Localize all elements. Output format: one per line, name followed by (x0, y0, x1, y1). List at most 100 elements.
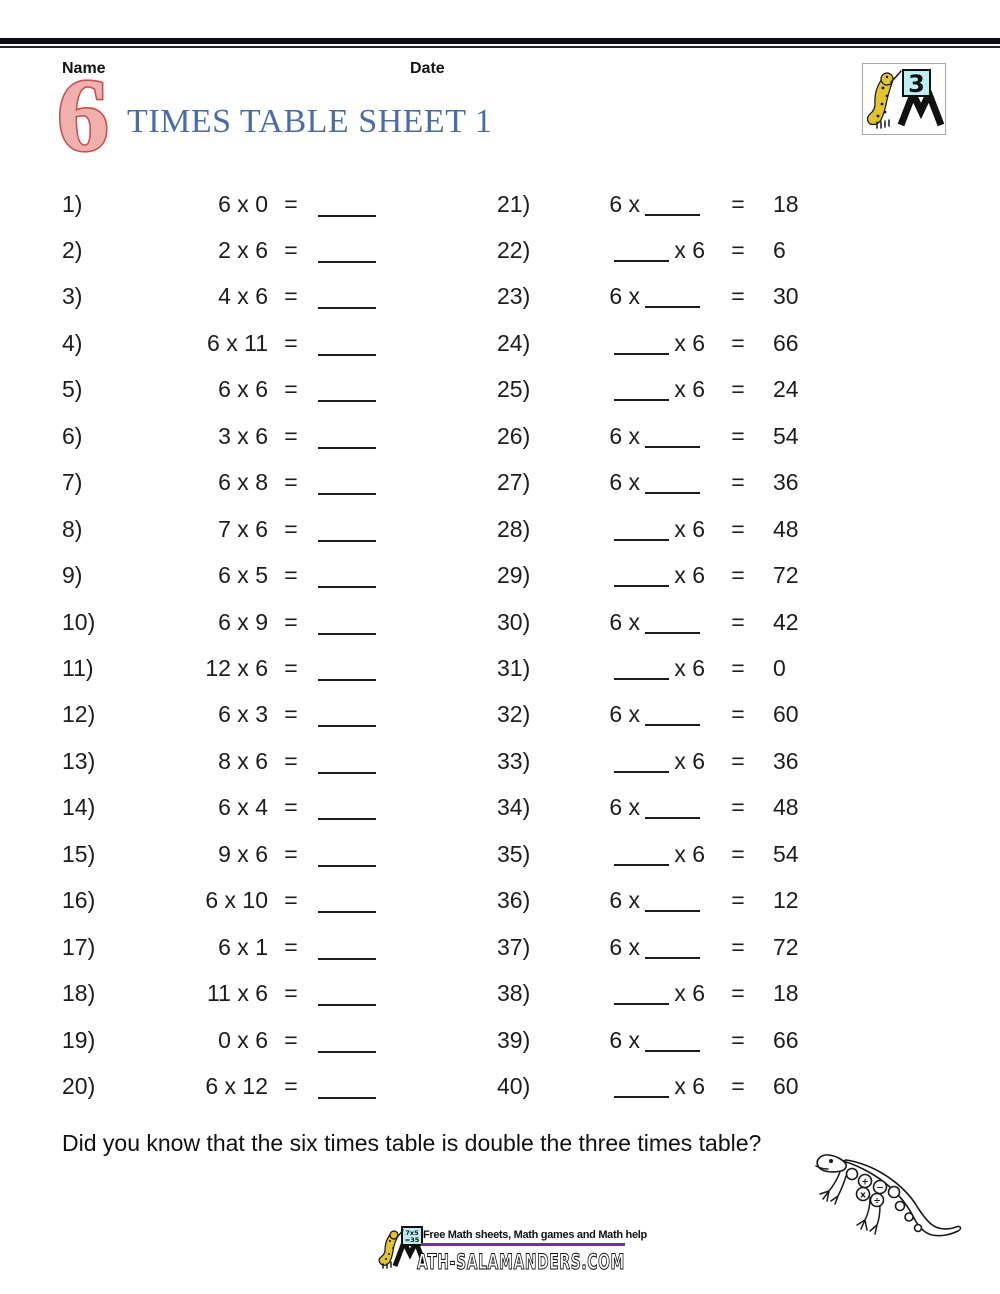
problem-row: 30) 6 x = 42 (0, 599, 1000, 645)
problem-number: 21) (497, 191, 531, 217)
footer-logo: 7x5 =35 Free Math sheets, Math games and… (377, 1226, 647, 1290)
equals-sign: = (731, 376, 745, 402)
footer-salamander-easel-icon: 7x5 =35 (378, 1226, 427, 1269)
problem-number: 27) (497, 469, 531, 495)
problem-expression: 6 x (575, 413, 705, 459)
salamander-easel-icon: 3 (866, 69, 945, 129)
answer-blank (614, 387, 670, 401)
top-rule-thick (0, 38, 1000, 44)
problem-expression: x 6 (575, 831, 705, 877)
expression-text: 6 x (609, 887, 640, 913)
problem-number: 23) (497, 283, 531, 309)
expression-text: 6 x (609, 794, 640, 820)
equals-sign: = (731, 887, 745, 913)
problem-row: 7) 6 x 8 = (0, 459, 1000, 505)
answer-value: 54 (773, 841, 799, 867)
problem-number: 10) (62, 609, 96, 635)
problem-number: 37) (497, 934, 531, 960)
salamander-head (880, 72, 894, 86)
lizard-mouth (815, 1165, 829, 1170)
problem-expression: 6 x 3 (218, 701, 268, 727)
problem-expression: 9 x 6 (218, 841, 268, 867)
problem-number: 30) (497, 609, 531, 635)
expression-text: x 6 (674, 980, 705, 1006)
answer-blank (318, 1004, 376, 1006)
problem-number: 11) (62, 655, 94, 681)
equals-sign: = (284, 423, 298, 449)
expression-text: x 6 (674, 1073, 705, 1099)
problem-number: 8) (62, 516, 83, 542)
answer-blank (614, 852, 670, 866)
problem-number: 19) (62, 1027, 96, 1053)
problem-row: 14) 6 x 4 = (0, 784, 1000, 830)
answer-blank (645, 202, 700, 216)
lizard-spots (845, 1167, 923, 1233)
answer-blank (318, 400, 376, 402)
problem-number: 26) (497, 423, 531, 449)
expression-text: x 6 (674, 748, 705, 774)
problem-row: 16) 6 x 10 = (0, 877, 1000, 923)
equals-sign: = (284, 701, 298, 727)
problem-row: 3) 4 x 6 = (0, 273, 1000, 319)
problem-row: 24) x 6 = 66 (0, 320, 1000, 366)
problem-number: 35) (497, 841, 531, 867)
problem-expression: 8 x 6 (218, 748, 268, 774)
answer-blank (614, 527, 670, 541)
equals-sign: = (731, 283, 745, 309)
plus-symbol: + (861, 1178, 869, 1188)
problem-number: 6) (62, 423, 83, 449)
answer-value: 54 (773, 423, 799, 449)
problem-expression: 6 x (575, 924, 705, 970)
footer-tagline: Free Math sheets, Math games and Math he… (423, 1229, 647, 1241)
answer-value: 0 (773, 655, 786, 681)
problem-expression: x 6 (575, 552, 705, 598)
problem-number: 32) (497, 701, 531, 727)
problem-expression: x 6 (575, 738, 705, 784)
problem-expression: 6 x (575, 784, 705, 830)
answer-value: 60 (773, 701, 799, 727)
answer-blank (318, 772, 376, 774)
footer-salamander-spots (385, 1240, 394, 1260)
footer-salamander-head (389, 1230, 399, 1240)
equals-sign: = (731, 655, 745, 681)
problem-number: 28) (497, 516, 531, 542)
equals-sign: = (731, 330, 745, 356)
problem-number: 25) (497, 376, 531, 402)
problem-row: 8) 7 x 6 = (0, 506, 1000, 552)
problem-expression: 6 x 1 (218, 934, 268, 960)
problem-expression: 6 x 4 (218, 794, 268, 820)
problem-expression: 6 x 11 (207, 330, 268, 356)
footer-purple-rule (421, 1243, 625, 1246)
footer-board (401, 1226, 423, 1246)
answer-blank (318, 911, 376, 913)
equals-sign: = (284, 980, 298, 1006)
expression-text: x 6 (674, 237, 705, 263)
equals-sign: = (731, 609, 745, 635)
math-salamanders-badge: 3 (862, 63, 946, 135)
problem-expression: 6 x 12 (205, 1073, 268, 1099)
answer-blank (318, 958, 376, 960)
footer-salamander-arm (396, 1229, 404, 1238)
problem-row: 20) 6 x 12 = (0, 1063, 1000, 1109)
expression-text: 6 x (609, 191, 640, 217)
problem-number: 18) (62, 980, 96, 1006)
problem-expression: 6 x (575, 181, 705, 227)
answer-value: 72 (773, 934, 799, 960)
problem-row: 34) 6 x = 48 (0, 784, 1000, 830)
problem-row: 21) 6 x = 18 (0, 181, 1000, 227)
problem-expression: 11 x 6 (207, 980, 268, 1006)
lizard-head (816, 1154, 848, 1173)
equals-sign: = (284, 841, 298, 867)
problem-number: 38) (497, 980, 531, 1006)
problem-row: 35) x 6 = 54 (0, 831, 1000, 877)
problem-expression: 6 x 8 (218, 469, 268, 495)
problem-row: 2) 2 x 6 = (0, 227, 1000, 273)
answer-blank (318, 725, 376, 727)
answer-value: 60 (773, 1073, 799, 1099)
problem-number: 1) (62, 191, 83, 217)
expression-text: 6 x (609, 283, 640, 309)
top-rule-thin (0, 46, 1000, 48)
answer-blank (318, 818, 376, 820)
problem-row: 10) 6 x 9 = (0, 599, 1000, 645)
site-name-graphic: ATH-SALAMANDERS.COM (416, 1249, 624, 1274)
